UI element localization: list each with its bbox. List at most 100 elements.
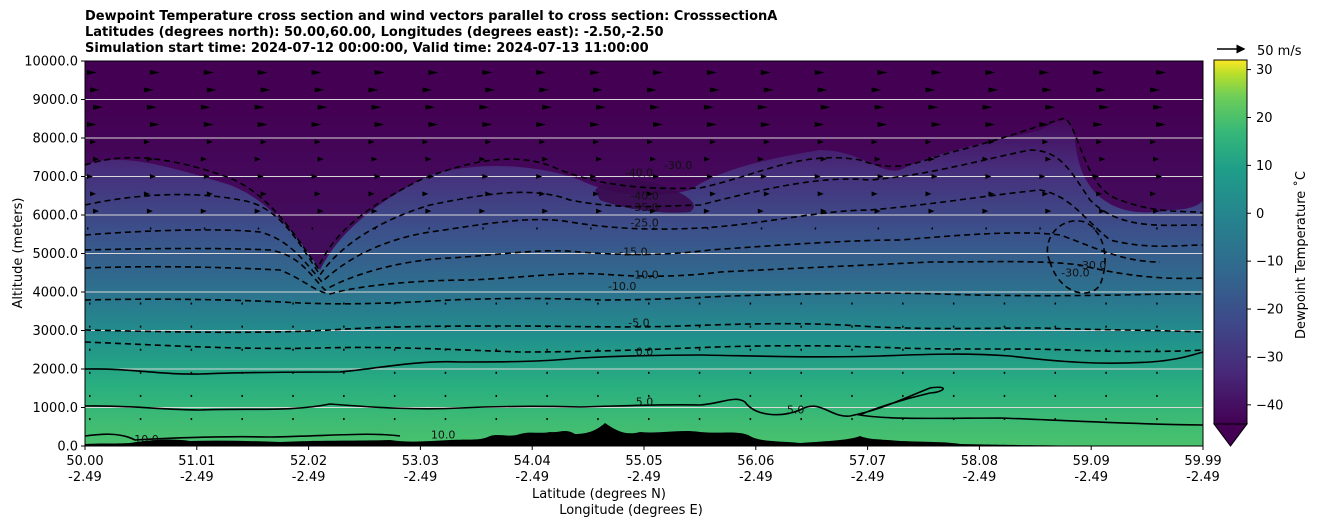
wind-vector (757, 208, 764, 214)
wind-vector (139, 418, 142, 421)
contour-label: -40.0 (630, 190, 658, 203)
wind-vector (703, 104, 714, 110)
wind-vector (143, 191, 150, 197)
wind-vector (1105, 348, 1107, 351)
y-tick-label: 8000.0 (33, 132, 79, 147)
wind-vector (597, 302, 599, 305)
wind-vector (982, 208, 989, 214)
wind-vector (89, 302, 91, 305)
wind-vector (985, 227, 987, 230)
wind-vector (928, 208, 935, 214)
colorbar-tick-label: −40 (1256, 398, 1283, 413)
wind-vector (698, 371, 701, 374)
wind-vector (800, 371, 802, 374)
wind-vector (1096, 191, 1103, 197)
wind-vector (902, 325, 904, 328)
wind-vector (902, 302, 904, 305)
wind-vector (536, 227, 538, 230)
contour-dashed (85, 292, 1203, 305)
wind-vector (292, 302, 294, 305)
wind-vector (90, 191, 96, 197)
wind-vector (479, 104, 490, 110)
wind-vector (1039, 70, 1050, 76)
wind-vector (314, 87, 325, 93)
wind-vector (1042, 139, 1049, 145)
wind-vector (902, 371, 904, 374)
wind-vector (146, 208, 153, 214)
x-tick-lat-label: 57.07 (849, 454, 886, 469)
wind-vector (374, 70, 385, 76)
wind-vector (952, 325, 955, 328)
wind-vector (482, 174, 489, 179)
wind-vector (1093, 70, 1104, 76)
title-line-1: Dewpoint Temperature cross section and w… (85, 9, 778, 24)
colorbar-tick-label: −10 (1256, 255, 1283, 270)
wind-vector (1153, 156, 1160, 162)
wind-vector (425, 104, 436, 110)
wind-vector (800, 302, 802, 305)
wind-vector (139, 371, 142, 374)
wind-vector (647, 87, 657, 93)
wind-vector (444, 302, 447, 305)
wind-vector (1054, 371, 1057, 374)
wind-vector (206, 87, 217, 93)
wind-vector (539, 87, 550, 93)
wind-vector (988, 87, 999, 93)
wind-vector (536, 122, 547, 128)
wind-vector (428, 174, 435, 179)
wind-vector (190, 325, 193, 328)
wind-vector (371, 156, 378, 162)
wind-vector (703, 156, 710, 162)
wind-vector (149, 122, 160, 128)
wind-vector (241, 394, 243, 397)
wind-vector (149, 227, 152, 230)
wind-vector (931, 227, 933, 230)
wind-vector (597, 394, 599, 397)
wind-vector (393, 394, 396, 397)
wind-vector (479, 156, 486, 162)
wind-vector (93, 156, 99, 162)
wind-vector (871, 87, 882, 93)
contour-dashed (85, 260, 1203, 295)
wind-vector (952, 348, 955, 351)
wind-vector (597, 348, 599, 351)
wind-vector (648, 418, 650, 421)
wind-vector (143, 87, 154, 93)
wind-vector (257, 227, 260, 230)
wind-vector (1105, 325, 1107, 328)
wind-vector (749, 302, 752, 305)
wind-vector (139, 394, 142, 397)
wind-vector (1156, 174, 1163, 179)
x-tick-lat-label: 59.99 (1184, 454, 1221, 469)
contour-label: -10.0 (608, 280, 636, 293)
wind-vector (931, 174, 938, 179)
x-tick-lon-label: -2.49 (1186, 470, 1220, 485)
wind-vector (87, 227, 89, 230)
wind-vector (851, 371, 853, 374)
wind-vector (200, 156, 207, 162)
wind-vector (485, 139, 492, 145)
y-tick-label: 9000.0 (33, 93, 79, 108)
wind-vector (546, 418, 548, 421)
x-axis: 50.00-2.4951.01-2.4952.02-2.4953.03-2.49… (66, 446, 1222, 485)
wind-vector (536, 70, 547, 76)
wind-vector (190, 371, 193, 374)
wind-vector (952, 394, 955, 397)
colorbar-label: Dewpoint Temperature ˚C (1293, 171, 1309, 339)
wind-vector (241, 418, 243, 421)
wind-vector (590, 174, 597, 179)
wind-vector (763, 139, 770, 145)
wind-vector (851, 325, 853, 328)
wind-vector (422, 139, 429, 145)
wind-vector (925, 87, 936, 93)
wind-vector (149, 70, 160, 76)
wind-vector (1003, 325, 1006, 328)
wind-vector (542, 104, 553, 110)
wind-vector (706, 227, 709, 230)
wind-vector (292, 348, 294, 351)
wind-vector (760, 174, 767, 179)
y-tick-label: 5000.0 (33, 247, 79, 262)
wind-vector (653, 174, 659, 179)
y-tick-label: 0.0 (57, 440, 78, 455)
